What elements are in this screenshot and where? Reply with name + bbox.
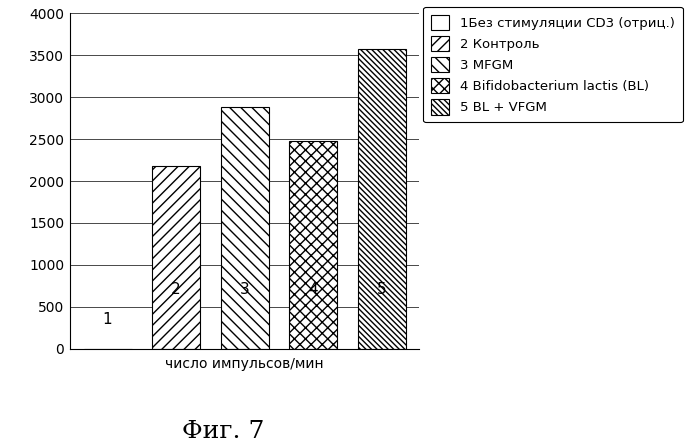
Text: 2: 2 — [171, 283, 181, 298]
Text: 5: 5 — [377, 283, 387, 298]
Bar — [289, 141, 337, 349]
Bar — [152, 166, 200, 349]
Text: Фиг. 7: Фиг. 7 — [182, 420, 265, 443]
Legend: 1Без стимуляции CD3 (отриц.), 2 Контроль, 3 MFGM, 4 Bifidobacterium lactis (BL),: 1Без стимуляции CD3 (отриц.), 2 Контроль… — [423, 7, 683, 122]
Text: 4: 4 — [308, 283, 318, 298]
Bar — [358, 49, 405, 349]
Bar — [221, 107, 268, 349]
X-axis label: число импульсов/мин: число импульсов/мин — [166, 357, 324, 371]
Text: 1: 1 — [103, 312, 113, 327]
Text: 3: 3 — [240, 283, 250, 298]
